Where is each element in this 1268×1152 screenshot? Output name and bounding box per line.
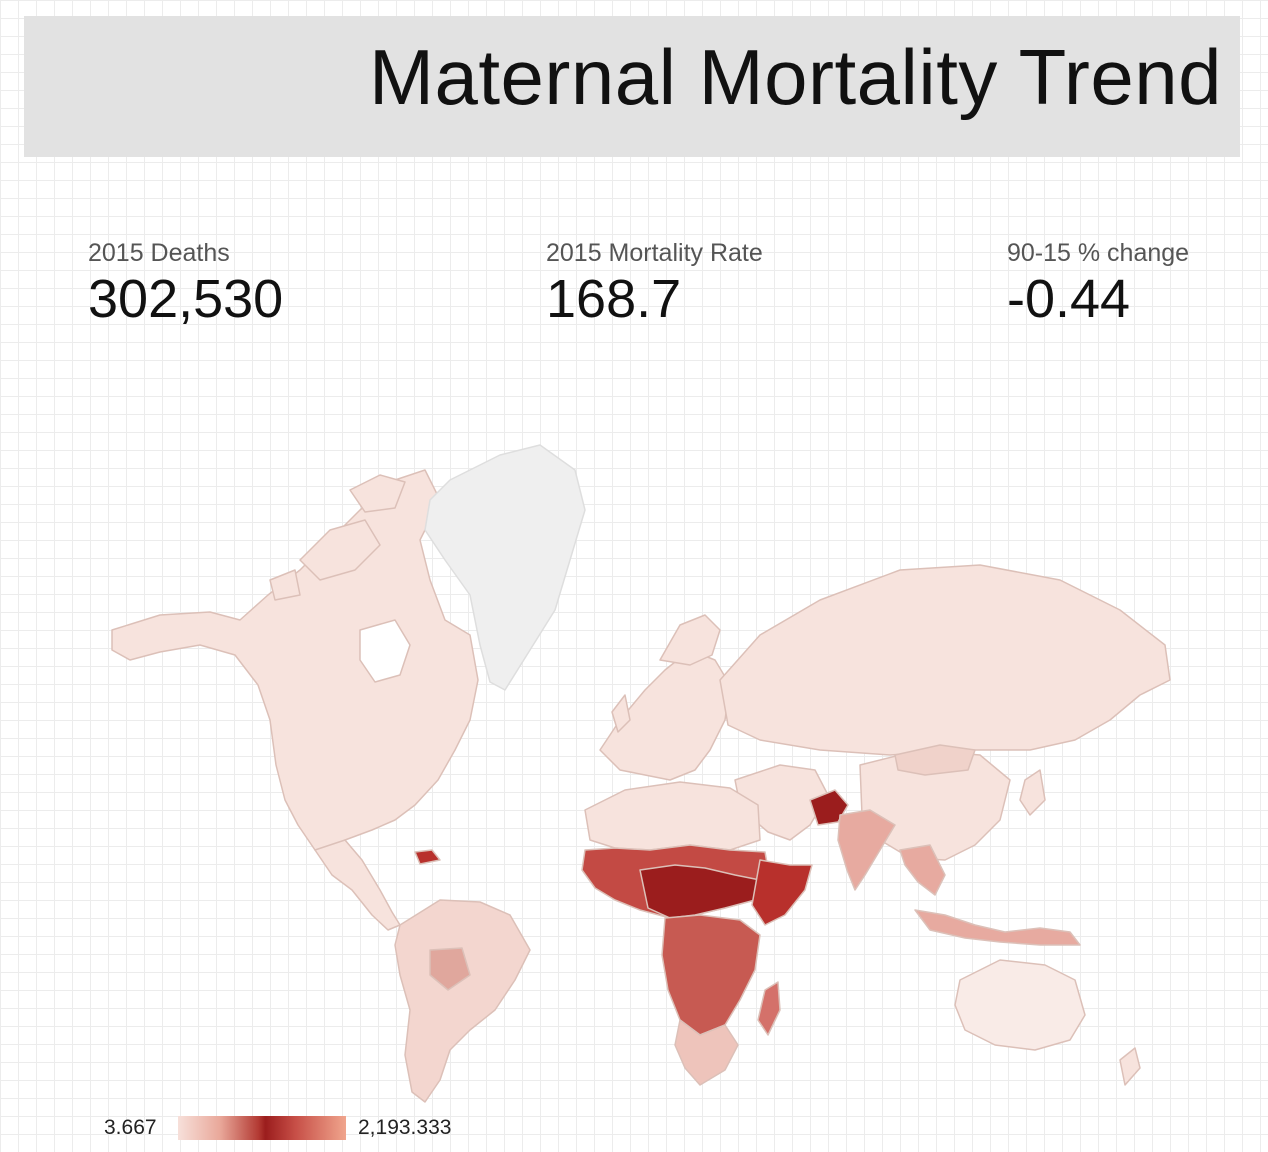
legend-min-label: 3.667: [104, 1116, 157, 1139]
region-afghanistan[interactable]: [809, 789, 849, 826]
region-south-america[interactable]: [394, 899, 531, 1103]
region-central-africa[interactable]: [661, 914, 761, 1036]
kpi-2015-mortality-rate: 2015 Mortality Rate 168.7: [546, 239, 763, 329]
region-horn-of-africa[interactable]: [751, 859, 813, 926]
legend-max-label: 2,193.333: [358, 1116, 452, 1139]
region-russia[interactable]: [719, 564, 1171, 756]
region-arctic-islands[interactable]: [269, 474, 406, 601]
region-australia[interactable]: [954, 959, 1086, 1051]
region-southern-africa[interactable]: [674, 1019, 739, 1086]
region-madagascar[interactable]: [757, 981, 781, 1036]
kpi-2015-deaths: 2015 Deaths 302,530: [88, 239, 284, 329]
region-new-zealand[interactable]: [1119, 1047, 1141, 1086]
kpi-value: 302,530: [88, 268, 284, 329]
legend-gradient-bar: [178, 1116, 346, 1140]
kpi-label: 90-15 % change: [1007, 239, 1190, 267]
kpi-percent-change: 90-15 % change -0.44: [1007, 239, 1190, 329]
region-indonesia[interactable]: [914, 909, 1081, 946]
kpi-label: 2015 Deaths: [88, 239, 230, 267]
region-uk[interactable]: [611, 694, 631, 733]
region-haiti[interactable]: [414, 849, 441, 865]
region-southeast-asia[interactable]: [899, 844, 946, 896]
region-mongolia[interactable]: [894, 744, 976, 776]
region-central-america[interactable]: [314, 839, 401, 931]
region-bolivia[interactable]: [429, 947, 471, 991]
region-greenland: [424, 444, 586, 691]
region-japan[interactable]: [1019, 769, 1046, 816]
kpi-label: 2015 Mortality Rate: [546, 239, 763, 267]
world-map-svg[interactable]: [0, 420, 1268, 1120]
region-scandinavia[interactable]: [659, 614, 721, 666]
region-north-america[interactable]: [111, 469, 479, 861]
page-title: Maternal Mortality Trend: [369, 33, 1222, 121]
water-hudson-bay: [359, 619, 411, 683]
world-map[interactable]: [0, 420, 1268, 1120]
kpi-value: 168.7: [546, 268, 682, 329]
region-north-africa[interactable]: [584, 781, 761, 851]
region-india[interactable]: [837, 809, 896, 891]
title-bar: Maternal Mortality Trend: [24, 16, 1240, 157]
kpi-value: -0.44: [1007, 268, 1131, 329]
